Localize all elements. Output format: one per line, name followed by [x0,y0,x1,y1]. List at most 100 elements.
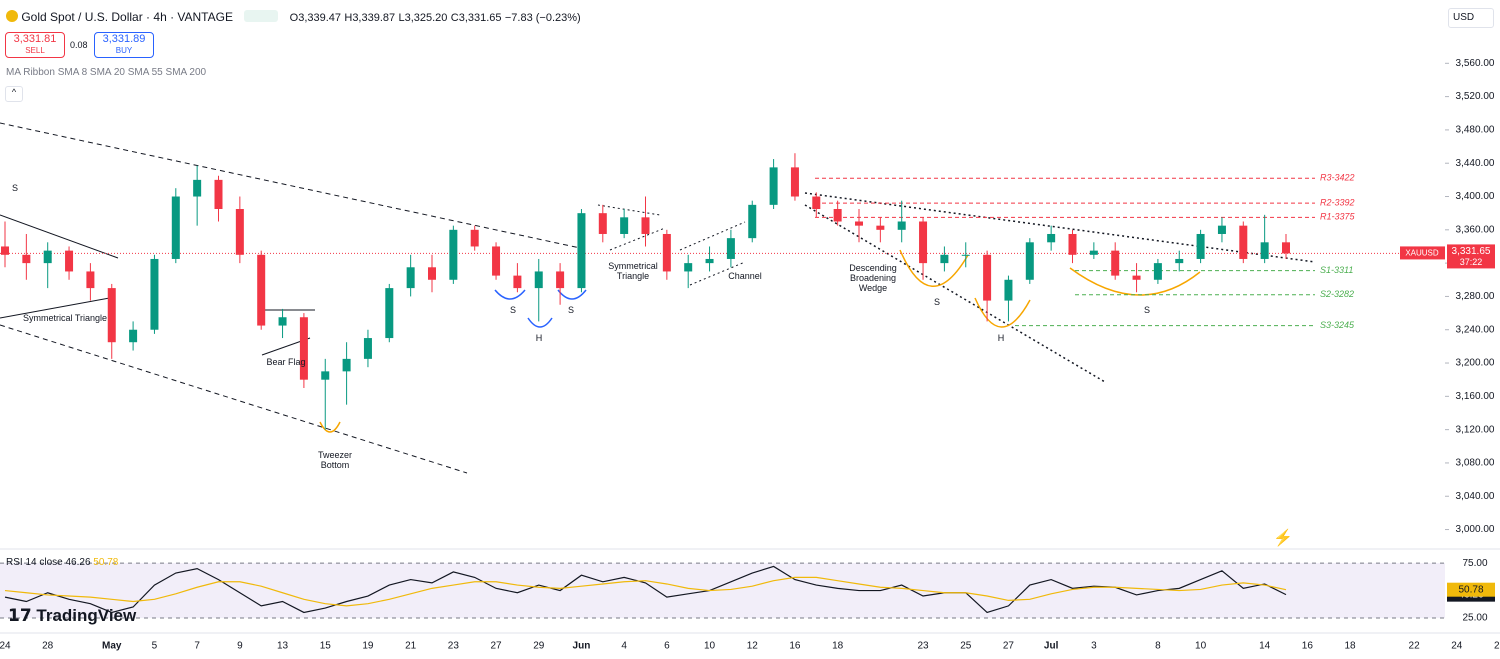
price-tag [1447,244,1495,269]
candle-body [257,254,266,326]
candle-body [598,213,607,234]
rsi-line [4,576,1287,607]
candle-body [1282,242,1290,254]
x-tick-label: 23 [917,641,929,652]
candle-body [1175,258,1184,264]
candle-body [129,329,138,343]
logo[interactable]: 𝟭𝟳 TradingView [8,606,137,625]
candle-body [662,233,671,272]
candle-body [107,288,116,343]
x-tick-label: 5 [152,641,158,652]
candle-body [1025,242,1034,280]
ohlc-change: −7.83 (−0.23%) [504,12,581,24]
candle-body [428,267,436,280]
last-price: 3,331.65 [1452,246,1491,257]
buy-label: BUY [115,46,133,55]
candle-body [983,254,992,301]
y-tick-label: 3,440.00 [1456,158,1495,169]
candle-body [171,196,180,259]
candle-body [705,258,714,264]
y-tick-label: 75.00 [1462,558,1487,569]
level-label: R2-3392 [1320,198,1355,208]
pattern-label: Symmetrical Triangle [608,261,658,281]
candle-body [299,317,308,380]
y-tick-label: 3,120.00 [1456,424,1495,435]
candle-body [1217,225,1226,234]
x-tick-label: 28 [42,641,54,652]
candle-body [897,221,906,230]
candle-body [22,254,31,264]
sell-label: SELL [25,46,45,55]
pattern-label: S [11,183,18,193]
logo-text: TradingView [36,606,137,625]
y-tick-label: 3,400.00 [1456,191,1495,202]
y-tick-label: 3,520.00 [1456,91,1495,102]
candle-body [726,238,735,259]
candle-body [1068,233,1077,255]
candle-body [470,229,479,247]
y-tick-label: 3,160.00 [1456,391,1495,402]
candle-body [1132,275,1141,280]
candle-body [1196,233,1205,259]
candle-body [150,258,159,330]
y-tick-label: 3,560.00 [1456,58,1495,69]
candle-body [919,221,928,264]
buy-button[interactable]: 3,331.89 BUY [94,32,154,58]
x-tick-label: 18 [832,641,844,652]
candle-body [86,271,95,289]
x-tick-label: 6 [664,641,670,652]
candle-body [406,267,415,289]
buy-price: 3,331.89 [102,33,146,45]
candle-body [492,246,501,276]
candle-body [1089,250,1098,255]
y-tick-label: 3,280.00 [1456,291,1495,302]
x-tick-label: 10 [704,641,716,652]
x-tick-label: 16 [789,641,801,652]
candle-body [940,254,949,264]
y-tick-label: 3,360.00 [1456,224,1495,235]
candle-body [1111,250,1120,276]
x-tick-label: Jun [573,641,591,652]
sell-price: 3,331.81 [13,33,57,45]
y-tick-label: 3,000.00 [1456,524,1495,535]
rsi-value: 46.26 [65,557,91,568]
y-tick-label: 3,480.00 [1456,125,1495,136]
arc [974,297,1031,328]
status[interactable] [244,10,279,22]
value-tag-label: 50.78 [1458,584,1483,595]
arc [494,289,526,300]
y-tick-label: 3,200.00 [1456,358,1495,369]
arc [319,421,341,433]
symbol-icon [6,10,18,22]
y-tick-label: 3,040.00 [1456,491,1495,502]
currency[interactable]: USD [1448,8,1494,28]
y-tick-label: 3,240.00 [1456,324,1495,335]
pattern-label: H [997,333,1005,343]
sell-button[interactable]: 3,331.81 SELL [5,32,65,58]
x-tick-label: 27 [490,641,502,652]
x-tick-label: 10 [1195,641,1207,652]
candle-body [43,250,52,264]
ohlc-open: O3,339.47 [289,12,342,24]
x-tick-label: 16 [1302,641,1314,652]
candle-body [65,250,74,272]
x-tick-label: 14 [1259,641,1271,652]
trendline [0,122,581,249]
indicator-legend[interactable]: MA Ribbon SMA 8 SMA 20 SMA 55 SMA 200 [6,67,207,78]
candle-body [214,179,223,210]
rsi-legend: RSI 14 close 46.26 50.78 [6,557,118,568]
icon[interactable]: ⚡ [1273,528,1293,547]
candle-body [1260,242,1269,259]
candle-body [513,275,522,289]
x-tick-label: 8 [1155,641,1161,652]
rsi-band [0,563,1445,618]
pattern-label: S [567,305,574,315]
candle-body [278,317,287,326]
ohlc-close: C3,331.65 [450,12,502,24]
candle-body [363,338,372,359]
candle-body [534,271,543,289]
candle-body [1047,233,1056,243]
collapse-button[interactable]: ^ [5,86,23,102]
